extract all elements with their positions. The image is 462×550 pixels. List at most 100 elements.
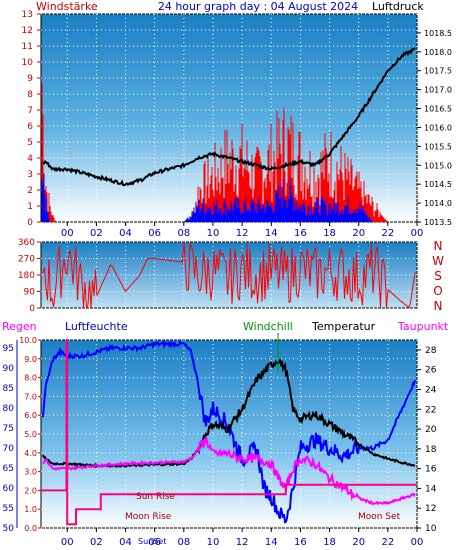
legend-windchill: Windchill (243, 320, 293, 333)
compass-label: W (432, 254, 444, 268)
humidity-tick-label: 55 (3, 504, 14, 514)
direction-tick-label: 180 (18, 271, 35, 281)
chart-title: 24 hour graph day : 04 August 2024 (158, 0, 358, 13)
x-tick-label: 14 (265, 537, 278, 548)
left-tick-label: 11 (22, 42, 33, 52)
temp-tick-label: 22 (425, 405, 436, 415)
x-tick-label: 22 (381, 537, 394, 548)
x-tick-label: 14 (265, 228, 278, 239)
left-tick-label: 13 (22, 10, 33, 20)
temp-tick-label: 24 (425, 385, 437, 395)
wind-direction-line (42, 241, 416, 310)
x-tick-label: 10 (207, 537, 220, 548)
rain-tick-label: 10.0 (19, 336, 37, 345)
right-tick-label: 1014.0 (424, 199, 452, 208)
right-tick-label: 1018.0 (424, 48, 452, 57)
right-tick-label: 1013.5 (424, 218, 452, 227)
left-tick-label: 6 (27, 122, 33, 132)
x-tick-label: 08 (177, 228, 190, 239)
right-tick-label: 1016.0 (424, 123, 452, 132)
x-tick-label: 10 (207, 228, 220, 239)
direction-tick-label: 90 (24, 288, 36, 298)
right-tick-label: 1017.5 (424, 67, 452, 76)
rain-tick-label: 5.0 (24, 430, 37, 439)
x-tick-label: 08 (177, 537, 190, 548)
humidity-tick-label: 90 (3, 364, 15, 374)
temp-tick-label: 10 (425, 524, 437, 534)
right-tick-label: 1014.5 (424, 180, 452, 189)
compass-label: O (433, 284, 442, 298)
left-tick-label: 8 (27, 90, 33, 100)
left-tick-label: 1 (27, 202, 33, 212)
humidity-tick-label: 85 (3, 384, 14, 394)
temp-tick-label: 18 (425, 445, 437, 455)
panel2-series (42, 241, 416, 310)
x-tick-label: 20 (352, 537, 365, 548)
pressure-line (42, 47, 416, 187)
right-tick-label: 1015.0 (424, 161, 452, 170)
left-tick-label: 4 (27, 154, 33, 164)
direction-tick-label: 270 (18, 255, 35, 265)
humidity-tick-label: 70 (3, 444, 15, 454)
rain-tick-label: 9.0 (24, 355, 37, 364)
dewpoint-line (42, 436, 416, 506)
direction-tick-label: 360 (18, 238, 35, 248)
humidity-tick-label: 50 (3, 524, 15, 534)
x-tick-label: 12 (236, 228, 249, 239)
left-tick-label: 0 (27, 218, 33, 228)
rain-tick-label: 1.0 (24, 505, 37, 514)
x-tick-label: 02 (90, 537, 103, 548)
x-tick-label: 04 (119, 537, 132, 548)
x-tick-label: 04 (119, 228, 132, 239)
humidity-tick-label: 80 (3, 404, 15, 414)
left-tick-label: 3 (27, 170, 33, 180)
panel1-series (41, 47, 416, 222)
x-tick-label: 22 (381, 228, 394, 239)
rain-tick-label: 3.0 (24, 468, 37, 477)
left-axis-title: Windstärke (36, 0, 98, 13)
humidity-tick-label: 75 (3, 424, 14, 434)
temp-tick-label: 16 (425, 465, 437, 475)
right-tick-label: 1016.5 (424, 105, 452, 114)
rain-tick-label: 4.0 (24, 449, 37, 458)
x-tick-label: 00 (61, 228, 74, 239)
x-tick-label: 06 (148, 228, 161, 239)
humidity-tick-label: 95 (3, 344, 14, 354)
left-tick-label: 9 (27, 74, 33, 84)
rain-tick-label: 8.0 (24, 374, 37, 383)
right-tick-label: 1017.0 (424, 86, 452, 95)
temp-tick-label: 20 (425, 425, 437, 435)
temp-tick-label: 12 (425, 504, 436, 514)
right-tick-label: 1015.5 (424, 142, 452, 151)
left-tick-label: 2 (27, 186, 33, 196)
rain-line (41, 339, 417, 526)
left-tick-label: 12 (22, 26, 33, 36)
moon-rise-label: Moon Rise (125, 512, 172, 522)
rain-tick-label: 0.0 (24, 524, 37, 533)
rain-tick-label: 7.0 (24, 392, 37, 401)
compass-label: S (434, 269, 442, 283)
x-tick-label: 00 (61, 537, 74, 548)
x-tick-label: 20 (352, 228, 365, 239)
legend-taupunkt: Taupunkt (397, 320, 449, 333)
legend-luftfeuchte: Luftfeuchte (65, 320, 128, 333)
x-tick-label: 02 (90, 228, 103, 239)
sun-set-label: SunSet (138, 537, 166, 546)
humidity-tick-label: 60 (3, 484, 15, 494)
rain-tick-label: 2.0 (24, 486, 37, 495)
temp-tick-label: 14 (425, 484, 437, 494)
x-tick-label: 16 (294, 537, 307, 548)
left-tick-label: 7 (27, 106, 33, 116)
moon-set-label: Moon Set (358, 512, 401, 522)
left-tick-label: 5 (27, 138, 33, 148)
legend-regen: Regen (2, 320, 37, 333)
legend-temperatur: Temperatur (311, 320, 376, 333)
x-tick-label: 18 (323, 228, 336, 239)
panel3-series (41, 339, 417, 526)
right-axis-title: Luftdruck (372, 0, 424, 13)
x-tick-label: 18 (323, 537, 336, 548)
rain-tick-label: 6.0 (24, 411, 37, 420)
compass-label: N (434, 299, 443, 313)
temp-tick-label: 26 (425, 366, 437, 376)
